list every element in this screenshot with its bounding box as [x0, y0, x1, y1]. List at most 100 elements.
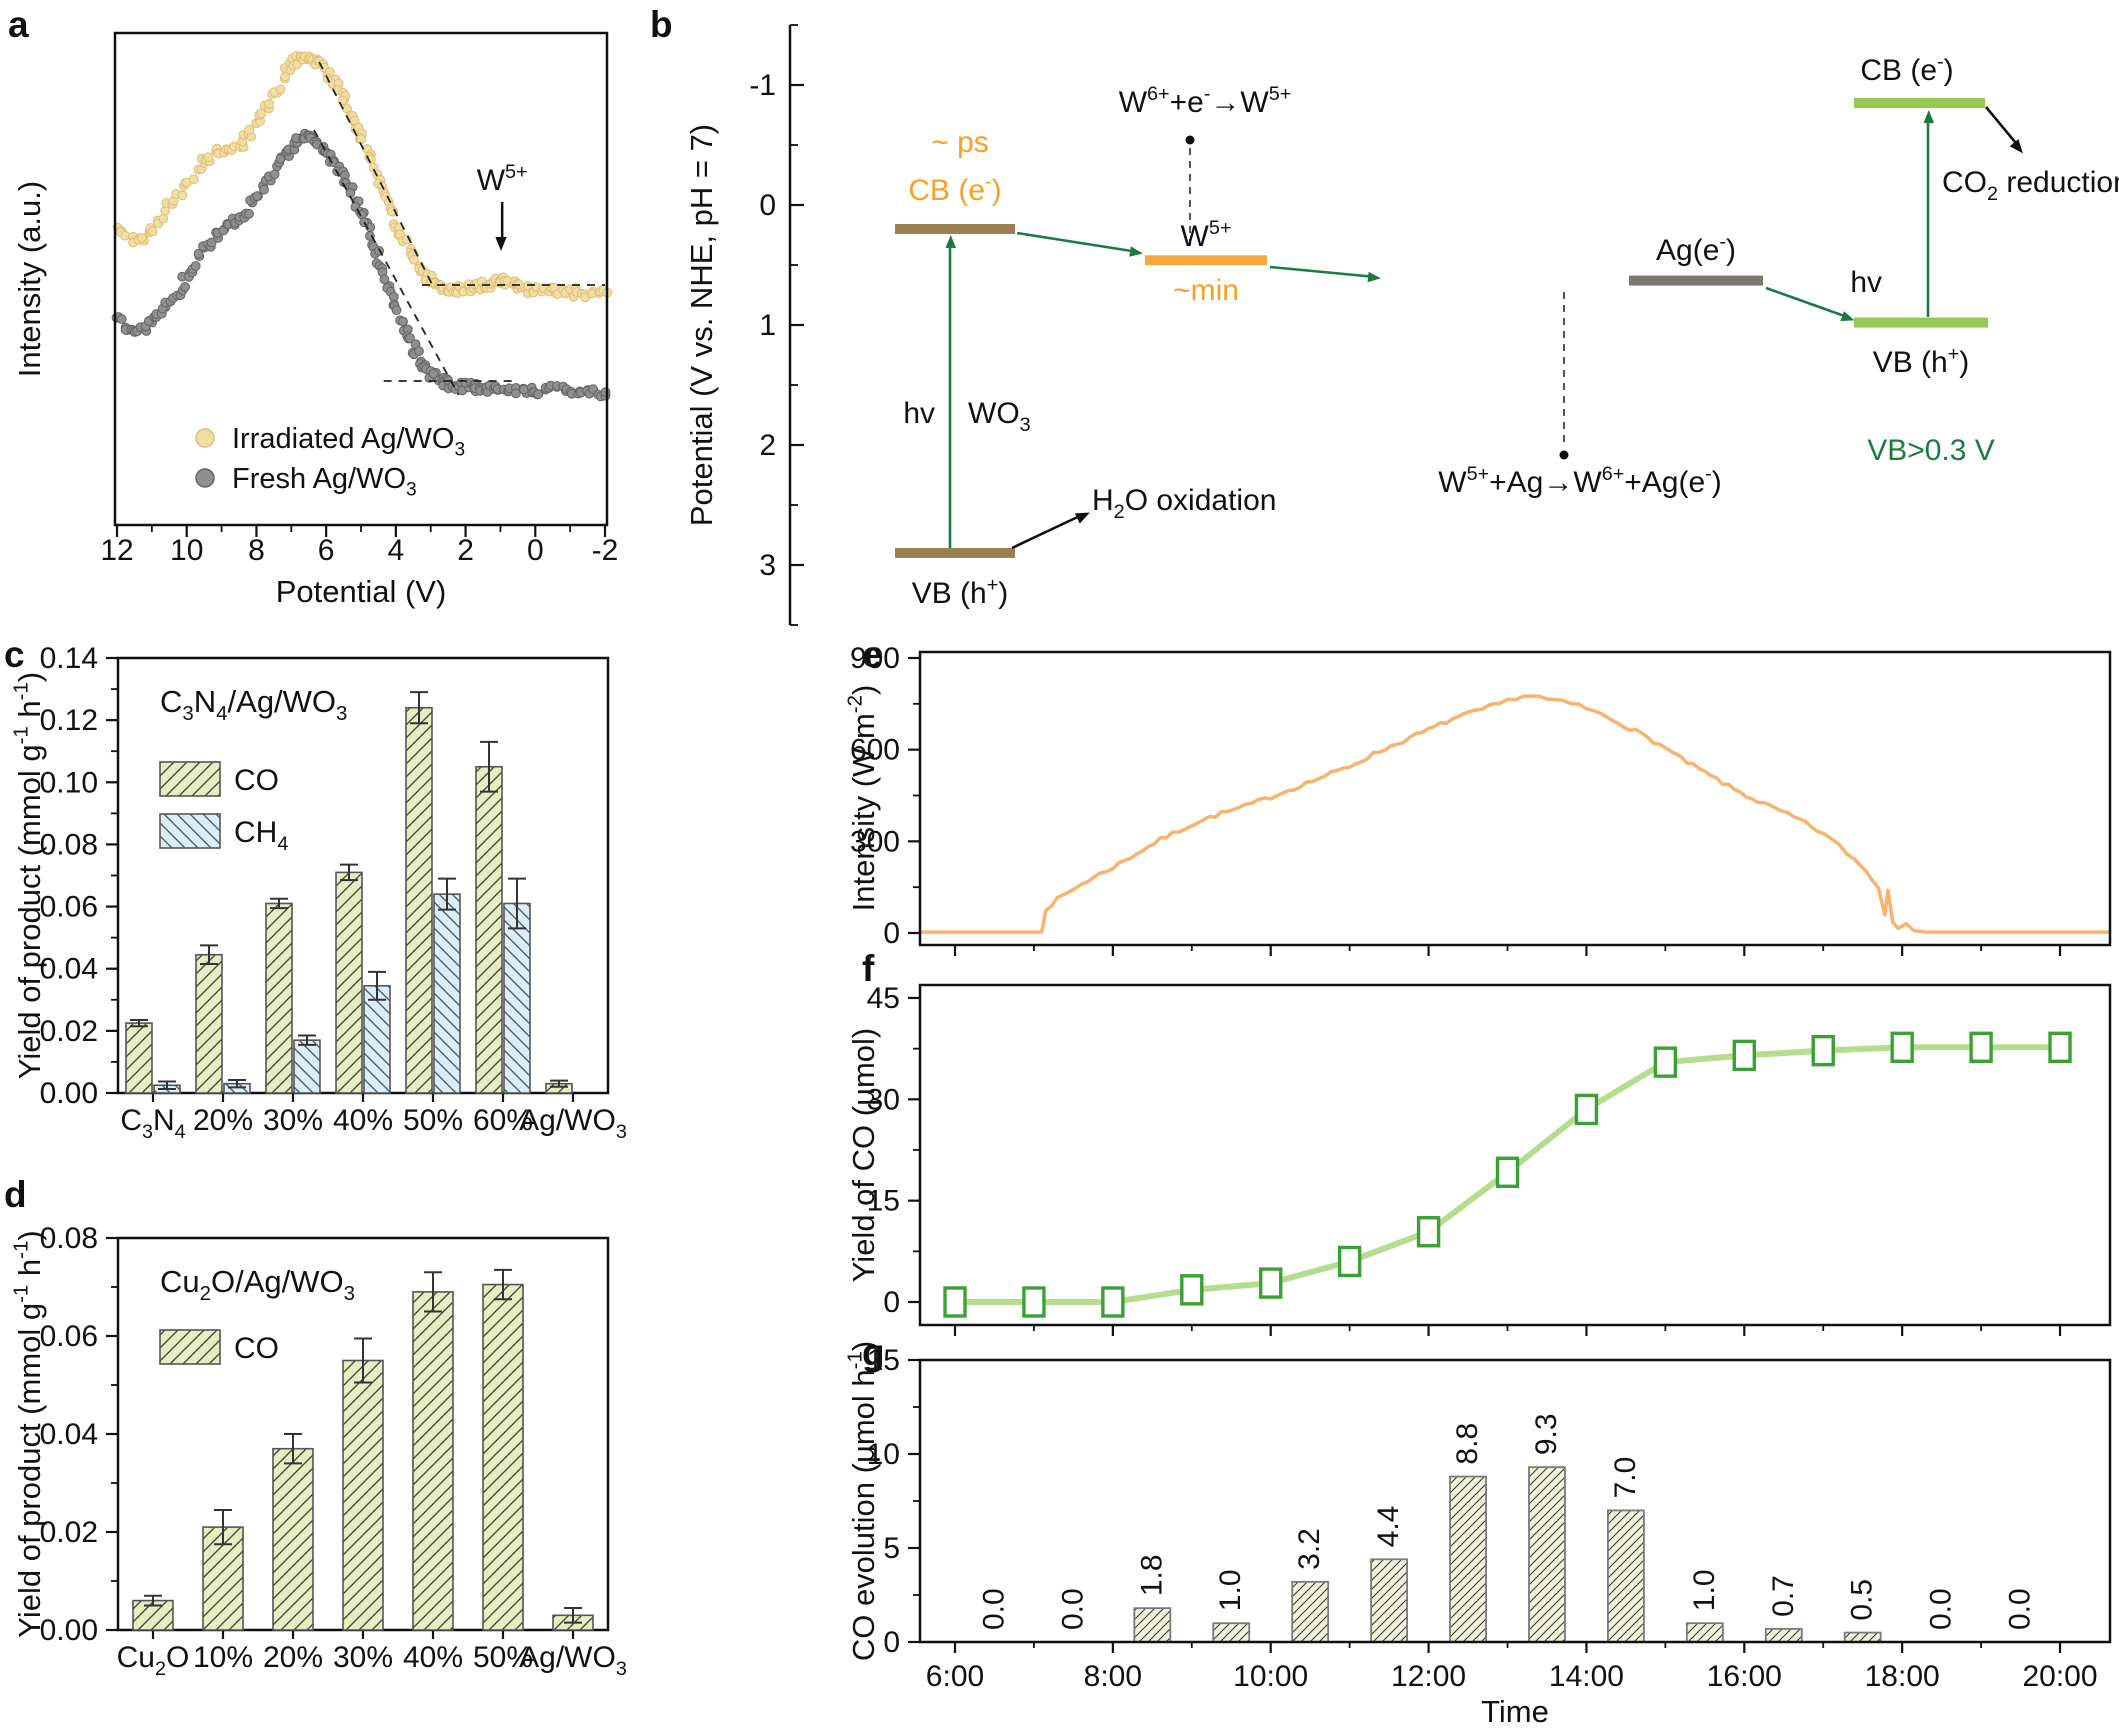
svg-text:40%: 40% — [403, 1641, 463, 1674]
svg-text:0.7: 0.7 — [1767, 1575, 1800, 1617]
svg-text:0.00: 0.00 — [40, 1077, 98, 1110]
svg-text:3.2: 3.2 — [1293, 1528, 1326, 1570]
svg-text:2: 2 — [759, 429, 776, 462]
svg-text:3: 3 — [759, 549, 776, 582]
svg-text:Irradiated Ag/WO3: Irradiated Ag/WO3 — [232, 423, 465, 461]
svg-text:15: 15 — [867, 1344, 900, 1377]
svg-text:12: 12 — [100, 534, 133, 567]
svg-text:0.04: 0.04 — [40, 953, 98, 986]
svg-text:4.4: 4.4 — [1372, 1506, 1405, 1548]
panel-b-band-diagram: -1 0 1 2 3 Potential (V vs. NHE, pH = 7) ~ ps C… — [684, 24, 2119, 626]
svg-text:WO3: WO3 — [968, 397, 1031, 436]
svg-text:VB>0.3 V: VB>0.3 V — [1867, 434, 1995, 467]
svg-text:16:00: 16:00 — [1707, 1660, 1782, 1693]
svg-text:CB (e-): CB (e-) — [908, 171, 1001, 207]
svg-text:CO: CO — [234, 764, 279, 797]
svg-text:hv: hv — [903, 397, 935, 430]
svg-text:30%: 30% — [263, 1104, 323, 1137]
svg-text:30%: 30% — [333, 1641, 393, 1674]
svg-text:5: 5 — [883, 1532, 900, 1565]
level-cn-vb — [1854, 317, 1988, 328]
svg-text:Ag/WO3: Ag/WO3 — [519, 1104, 627, 1143]
svg-text:1.0: 1.0 — [1214, 1569, 1247, 1611]
svg-text:0: 0 — [883, 1626, 900, 1659]
svg-text:6: 6 — [318, 534, 335, 567]
svg-text:9.3: 9.3 — [1530, 1413, 1563, 1455]
svg-text:0.5: 0.5 — [1846, 1579, 1879, 1621]
svg-text:8.8: 8.8 — [1451, 1423, 1484, 1465]
svg-text:0.0: 0.0 — [1056, 1588, 1089, 1630]
svg-text:0: 0 — [883, 917, 900, 950]
level-wo3-vb — [895, 548, 1015, 558]
svg-text:10%: 10% — [193, 1641, 253, 1674]
svg-text:15: 15 — [867, 1185, 900, 1218]
panel-letter-d: d — [4, 1174, 27, 1215]
panel-g-co-evolution: 0.0 0.0 1.8 1.0 3.2 4.4 8.8 9.3 7.0 1.0 0.7 0.5 0.0 0… — [844, 1341, 2112, 1729]
svg-text:6:00: 6:00 — [926, 1660, 984, 1693]
svg-text:VB (h+): VB (h+) — [1873, 343, 1970, 379]
svg-text:0.08: 0.08 — [40, 1222, 98, 1255]
svg-text:Intensity (W m-2): Intensity (W m-2) — [844, 685, 881, 912]
svg-text:0: 0 — [759, 189, 776, 222]
svg-text:Fresh Ag/WO3: Fresh Ag/WO3 — [232, 463, 417, 501]
diagram-labels: ~ ps CB (e-) hv WO3 VB (h+) H2O oxidation W6++… — [903, 51, 2119, 610]
panel-e-irradiance: 0 300 600 900 Intensity (W m-2) — [844, 642, 2112, 956]
svg-text:Cu2O: Cu2O — [117, 1641, 190, 1680]
svg-text:0.14: 0.14 — [40, 642, 98, 675]
svg-text:0: 0 — [527, 534, 544, 567]
svg-text:W6++e-→W5+: W6++e-→W5+ — [1119, 83, 1292, 119]
svg-text:8:00: 8:00 — [1084, 1660, 1142, 1693]
svg-text:18:00: 18:00 — [1865, 1660, 1940, 1693]
svg-text:C3N4/Ag/WO3: C3N4/Ag/WO3 — [160, 684, 347, 725]
dashed-links — [1185, 135, 1569, 460]
svg-text:0.00: 0.00 — [40, 1614, 98, 1647]
svg-text:CO2 reduction: CO2 reduction — [1942, 166, 2119, 205]
svg-text:2: 2 — [457, 534, 474, 567]
svg-text:1.8: 1.8 — [1135, 1554, 1168, 1596]
svg-text:0.10: 0.10 — [40, 766, 98, 799]
panel-a-spectra: W5+ 12 10 8 6 4 2 0 -2 Potential (V) Intensity (a.… — [12, 31, 619, 609]
panel-letter-f: f — [862, 948, 875, 989]
panel-letter-b: b — [650, 4, 673, 45]
svg-text:7.0: 7.0 — [1609, 1457, 1642, 1499]
level-cn-cb — [1854, 98, 1985, 108]
svg-text:900: 900 — [850, 642, 900, 675]
svg-text:0.06: 0.06 — [40, 891, 98, 924]
svg-text:Ag/WO3: Ag/WO3 — [519, 1641, 627, 1680]
svg-text:4: 4 — [388, 534, 405, 567]
svg-text:1: 1 — [759, 309, 776, 342]
svg-text:Ag(e-): Ag(e-) — [1656, 231, 1736, 267]
svg-text:W5+: W5+ — [1181, 217, 1232, 253]
panel-f-co-yield: 0 15 30 45 Yield of CO (μmol) — [846, 982, 2112, 1336]
svg-text:60%: 60% — [473, 1104, 533, 1137]
svg-text:W5+: W5+ — [477, 161, 528, 197]
svg-text:0.02: 0.02 — [40, 1516, 98, 1549]
svg-text:Intensity (a.u.): Intensity (a.u.) — [12, 181, 47, 377]
svg-text:40%: 40% — [333, 1104, 393, 1137]
svg-text:0.02: 0.02 — [40, 1015, 98, 1048]
svg-text:12:00: 12:00 — [1391, 1660, 1466, 1693]
svg-text:10: 10 — [867, 1438, 900, 1471]
svg-text:8: 8 — [248, 534, 265, 567]
svg-text:C3N4: C3N4 — [120, 1104, 185, 1143]
level-w5-state — [1145, 255, 1267, 266]
svg-text:0.08: 0.08 — [40, 828, 98, 861]
svg-text:10: 10 — [170, 534, 203, 567]
svg-text:CB (e-): CB (e-) — [1860, 51, 1953, 87]
series-irradiated — [112, 51, 613, 303]
svg-text:50%: 50% — [473, 1641, 533, 1674]
dashed-guides — [313, 61, 605, 396]
svg-text:Potential (V vs. NHE, pH = 7): Potential (V vs. NHE, pH = 7) — [684, 124, 719, 526]
svg-text:0: 0 — [883, 1286, 900, 1319]
svg-text:0.0: 0.0 — [2004, 1588, 2037, 1630]
svg-text:-1: -1 — [749, 69, 776, 102]
svg-text:300: 300 — [850, 825, 900, 858]
svg-text:14:00: 14:00 — [1549, 1660, 1624, 1693]
energy-levels — [895, 98, 1988, 558]
green-arrows — [945, 110, 1935, 548]
svg-text:-2: -2 — [592, 534, 619, 567]
svg-text:~min: ~min — [1173, 274, 1239, 307]
